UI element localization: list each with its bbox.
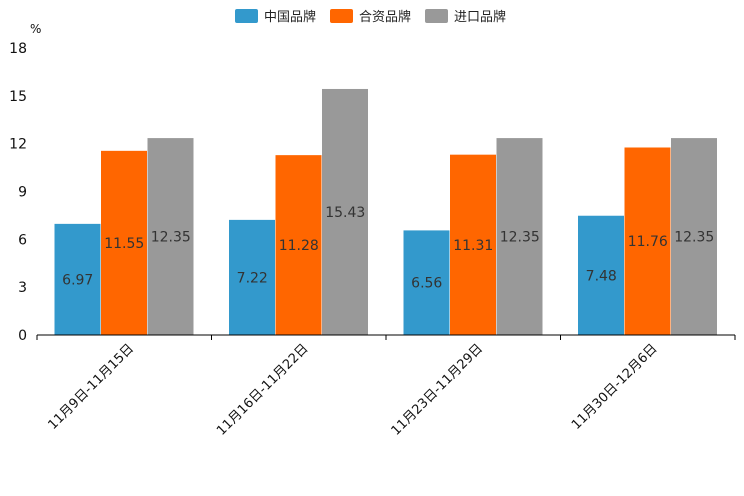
bar-2-4 (624, 147, 671, 335)
legend-label-3: 进口品牌 (454, 9, 506, 25)
bar-2-2 (275, 155, 322, 335)
legend-swatch-1 (235, 9, 258, 23)
y-tick-label-3: 3 (18, 280, 27, 296)
bar-3-4 (671, 138, 717, 335)
data-label-1-1: 6.97 (62, 272, 93, 288)
y-tick-label-0: 0 (18, 328, 27, 344)
data-label-3-2: 15.43 (325, 205, 365, 221)
data-label-1-3: 6.56 (411, 276, 442, 292)
y-tick-label-6: 6 (18, 232, 27, 248)
category-label-1: 11月9日-11月15日 (45, 341, 137, 433)
data-label-3-4: 12.35 (674, 230, 714, 246)
category-label-2: 11月16日-11月22日 (214, 341, 311, 438)
bars: 6.97 11.55 12.35 7.22 11.28 15.43 6.56 11.31 12.… (54, 88, 717, 335)
bar-1-3 (403, 230, 450, 335)
bar-2-3 (450, 154, 496, 335)
data-label-3-1: 12.35 (151, 230, 191, 246)
legend-label-1: 中国品牌 (264, 9, 316, 25)
legend-swatch-2 (330, 9, 353, 23)
legend-label-2: 合资品牌 (359, 9, 411, 25)
category-label-4: 11月30日-12月6日 (569, 341, 661, 433)
y-tick-label-9: 9 (18, 185, 27, 201)
bar-2-1 (101, 150, 147, 335)
data-label-1-2: 7.22 (237, 270, 268, 286)
data-label-2-1: 11.55 (104, 236, 144, 252)
y-tick-label-18: 18 (9, 41, 27, 57)
y-axis: 0 3 6 9 12 15 18 (9, 41, 27, 344)
y-tick-label-15: 15 (9, 89, 27, 105)
data-label-2-4: 11.76 (628, 234, 668, 250)
y-axis-unit-label: % (30, 22, 41, 36)
bar-3-2 (322, 88, 368, 335)
bar-3-1 (147, 138, 194, 335)
x-axis: 11月9日-11月15日 11月16日-11月22日 11月23日-11月29日 11… (36, 334, 736, 439)
legend: 中国品牌 合资品牌 进口品牌 (235, 9, 506, 25)
data-label-3-3: 12.35 (500, 230, 540, 246)
y-tick-label-12: 12 (9, 137, 27, 153)
data-label-2-2: 11.28 (279, 238, 319, 254)
legend-swatch-3 (425, 9, 448, 23)
bar-3-3 (496, 138, 543, 335)
data-label-1-4: 7.48 (586, 268, 617, 284)
bar-1-1 (54, 223, 101, 335)
bar-1-4 (578, 215, 624, 335)
bar-1-2 (229, 219, 275, 335)
data-label-2-3: 11.31 (453, 238, 493, 254)
category-label-3: 11月23日-11月29日 (389, 341, 486, 438)
